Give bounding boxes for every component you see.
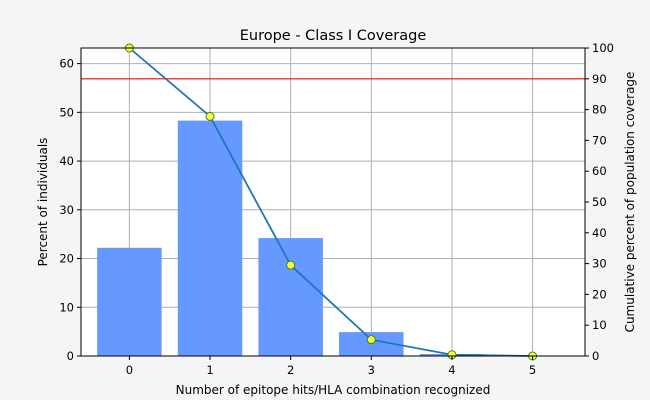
x-tick-label: 0 [126, 363, 133, 377]
y-tick-label: 40 [59, 154, 74, 168]
x-axis-label: Number of epitope hits/HLA combination r… [176, 383, 491, 397]
bar [177, 120, 243, 356]
bar-layer [97, 120, 485, 356]
cumulative-point [366, 335, 376, 345]
y2-tick-label: 20 [592, 287, 607, 301]
y2-tick-label: 90 [592, 72, 607, 86]
y2-tick-label: 60 [592, 164, 607, 178]
cumulative-point [205, 111, 215, 121]
y2-tick-label: 40 [592, 226, 607, 240]
y-tick-label: 60 [59, 57, 74, 71]
bar [97, 247, 162, 356]
y-tick-label: 10 [59, 300, 74, 314]
x-tick-label: 1 [206, 363, 213, 377]
cumulative-point [286, 260, 296, 270]
axis-layer: 0 1 2 3 4 50102030405060010203040506070809010… [59, 41, 614, 377]
y-tick-label: 0 [67, 349, 74, 363]
y2-tick-label: 0 [592, 349, 599, 363]
y2-tick-label: 50 [592, 195, 607, 209]
x-tick-label: 2 [287, 363, 294, 377]
x-tick-label: 5 [529, 363, 536, 377]
y2-tick-label: 30 [592, 257, 607, 271]
y2-tick-label: 100 [592, 41, 614, 55]
y2-tick-label: 10 [592, 318, 607, 332]
chart-title: Europe - Class I Coverage [240, 28, 427, 44]
y2-tick-label: 70 [592, 133, 607, 147]
y2-axis-label: Cumulative percent of population coverag… [623, 72, 637, 333]
x-tick-label: 4 [448, 363, 455, 377]
y-tick-label: 50 [59, 105, 74, 119]
bar [258, 238, 323, 356]
y-tick-label: 30 [59, 203, 74, 217]
y-axis-label: Percent of individuals [36, 138, 50, 267]
y2-tick-label: 80 [592, 103, 607, 117]
y-tick-label: 20 [59, 252, 74, 266]
plot-frame [80, 47, 586, 357]
x-tick-label: 3 [368, 363, 375, 377]
cumulative-line [128, 47, 533, 357]
